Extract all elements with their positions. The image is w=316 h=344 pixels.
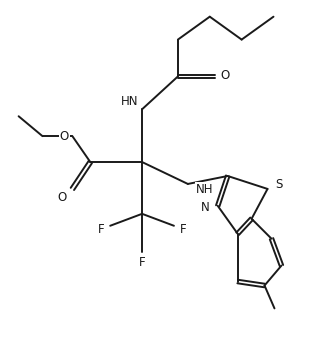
Text: S: S	[275, 179, 282, 192]
Text: N: N	[200, 201, 209, 214]
Text: NH: NH	[196, 183, 213, 196]
Text: O: O	[220, 69, 229, 82]
Text: O: O	[60, 130, 69, 143]
Text: HN: HN	[120, 95, 138, 108]
Text: F: F	[179, 223, 186, 236]
Text: O: O	[58, 191, 67, 204]
Text: F: F	[139, 256, 145, 269]
Text: F: F	[98, 223, 105, 236]
